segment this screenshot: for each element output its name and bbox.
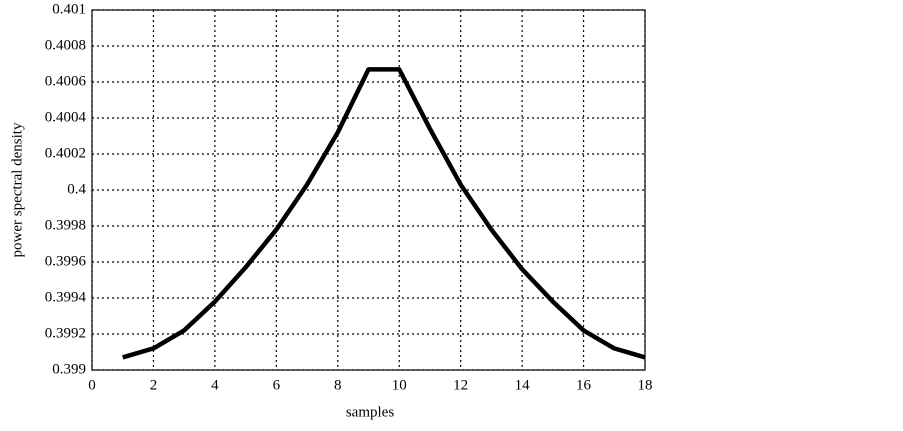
y-tick-label: 0.401 bbox=[52, 1, 86, 17]
x-tick-label: 2 bbox=[150, 377, 158, 393]
x-tick-label: 8 bbox=[334, 377, 342, 393]
y-tick-label: 0.3994 bbox=[45, 289, 87, 305]
y-tick-label: 0.4 bbox=[67, 181, 86, 197]
x-tick-label: 10 bbox=[392, 377, 407, 393]
y-tick-label: 0.399 bbox=[52, 361, 86, 377]
y-tick-label: 0.4008 bbox=[45, 37, 86, 53]
x-tick-label: 0 bbox=[88, 377, 96, 393]
x-tick-label: 12 bbox=[453, 377, 468, 393]
y-tick-label: 0.4002 bbox=[45, 145, 86, 161]
y-tick-label: 0.3992 bbox=[45, 325, 86, 341]
y-axis-label: power spectral density bbox=[9, 122, 25, 257]
x-tick-label: 18 bbox=[638, 377, 653, 393]
y-tick-label: 0.3996 bbox=[45, 253, 87, 269]
y-tick-label: 0.4006 bbox=[45, 73, 87, 89]
data-line bbox=[122, 67, 646, 360]
y-tick-label: 0.4004 bbox=[45, 109, 87, 125]
x-tick-label: 4 bbox=[211, 377, 219, 393]
y-tick-label: 0.3998 bbox=[45, 217, 86, 233]
plot-frame bbox=[91, 9, 646, 371]
x-axis-label: samples bbox=[346, 404, 394, 420]
x-tick-label: 6 bbox=[273, 377, 281, 393]
x-tick-label: 14 bbox=[515, 377, 531, 393]
x-tick-label: 16 bbox=[576, 377, 592, 393]
